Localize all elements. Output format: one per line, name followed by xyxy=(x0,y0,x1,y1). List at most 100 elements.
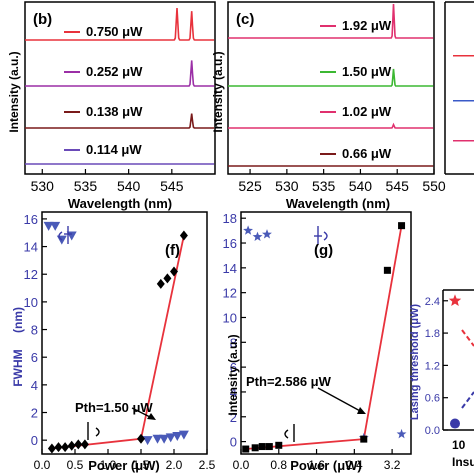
panel-f-xlabel: Power (μW) xyxy=(88,458,160,473)
panel-h-y-ticks: 0.0 0.6 1.2 1.8 2.4 xyxy=(425,296,448,437)
panel-h-red-dash xyxy=(461,329,474,347)
panel-c: (c) 1.92 μW1.50 μW1.02 μW0.66 μW 525 530 5… xyxy=(211,1,446,211)
y-tick-label-2: 2 xyxy=(31,406,38,421)
x-tick-label-530: 530 xyxy=(275,178,299,194)
point-fwhm-2 xyxy=(50,221,61,231)
panel-c-xlabel: Wavelength (nm) xyxy=(286,196,390,211)
panel-c-spectra xyxy=(228,3,434,167)
y-tick-label-4: 4 xyxy=(31,378,38,393)
point-threshold-circle xyxy=(450,418,460,429)
panel-b-xlabel: Wavelength (nm) xyxy=(68,196,172,211)
panel-h-xlabel-partial: Insu xyxy=(452,455,474,469)
panel-f-fit-lines xyxy=(51,235,185,450)
point-intensity-1 xyxy=(47,443,56,454)
y-tick-label-2.4: 2.4 xyxy=(425,296,440,308)
legend-label-3: 0.138 μW xyxy=(86,104,143,119)
panel-d-legend-swatch-2 xyxy=(453,100,474,102)
y-tick-label-0.6: 0.6 xyxy=(425,393,440,405)
panel-f-label: (f) xyxy=(165,242,180,259)
panel-g-label: (g) xyxy=(314,242,333,259)
x-tick-label-530: 530 xyxy=(31,178,55,194)
y-tick-label-12: 12 xyxy=(223,286,237,301)
y-tick-label-12: 12 xyxy=(24,267,38,282)
point-fwhm-5 xyxy=(396,428,407,439)
x-tick-label-0.0: 0.0 xyxy=(233,458,250,472)
point-intensity-5 xyxy=(74,439,83,450)
panel-g-fit-lines xyxy=(245,225,403,450)
panel-g-points xyxy=(242,222,407,453)
x-tick-label-0.8: 0.8 xyxy=(270,458,287,472)
x-tick-label-1.6: 1.6 xyxy=(308,458,325,472)
y-tick-label-8: 8 xyxy=(230,335,237,350)
panel-g-arrow-icon-blue xyxy=(314,226,328,244)
point-fwhm-9 xyxy=(172,432,183,442)
panel-f: (f) 0 2 4 6 8 10 12 14 16 0.0 0.5 1.0 1.5 2.0 2.5 FWH… xyxy=(11,211,216,473)
point-intensity-8 xyxy=(398,222,406,230)
point-intensity-1 xyxy=(242,445,250,453)
panel-d-legend-swatch-3 xyxy=(453,140,474,142)
y-tick-label-10: 10 xyxy=(24,295,38,310)
y-tick-label-0: 0 xyxy=(230,435,237,450)
point-intensity-9 xyxy=(163,273,172,284)
panel-b: (b) 0.750 μW 0.252 μW 0.138 μW 0.114 μW 530… xyxy=(7,1,216,211)
point-fwhm-8 xyxy=(165,433,176,443)
legend-label-2: 0.252 μW xyxy=(86,64,143,79)
x-tick-label-2.4: 2.4 xyxy=(346,458,363,472)
panel-f-ylabel-fwhm: FWHM xyxy=(11,349,25,386)
panel-f-x-ticks: 0.0 0.5 1.0 1.5 2.0 2.5 xyxy=(34,449,216,472)
panel-f-arrow-icon-black xyxy=(87,422,100,440)
panel-d-legend-swatch-1 xyxy=(453,55,474,57)
panel-h-ylabel: Lasing threshold (μW) xyxy=(409,304,421,420)
point-fwhm-5 xyxy=(142,436,153,446)
panel-g-x-ticks: 0.0 0.8 1.6 2.4 3.2 xyxy=(233,449,401,472)
x-tick-label-550: 550 xyxy=(422,178,446,194)
point-fwhm-2 xyxy=(252,231,263,241)
y-tick-label-0.0: 0.0 xyxy=(425,425,440,437)
fit-line-above xyxy=(362,225,403,440)
y-tick-label-6: 6 xyxy=(31,350,38,365)
panel-b-x-ticks: 530 535 540 545 xyxy=(31,169,184,194)
panel-c-ylabel: Intensity (a.u.) xyxy=(211,51,225,132)
x-tick-label-540: 540 xyxy=(117,178,141,194)
y-tick-label-6: 6 xyxy=(230,360,237,375)
panel-h: 0.0 0.6 1.2 1.8 2.4 Lasing threshold (μW) 10… xyxy=(409,289,474,469)
panel-g: (g) 0 2 4 6 8 10 12 14 16 18 0.0 0.8 1.6 2.4 3.2 Inte… xyxy=(223,211,412,473)
spectrum-1 xyxy=(228,3,434,39)
x-tick-label-0.0: 0.0 xyxy=(34,458,51,472)
spectrum-2 xyxy=(228,68,434,87)
x-tick-label-1.5: 1.5 xyxy=(133,458,150,472)
panel-c-frame xyxy=(227,1,435,175)
point-intensity-6 xyxy=(80,439,89,450)
point-intensity-4 xyxy=(265,443,273,451)
fit-line-above xyxy=(140,235,185,439)
panel-g-ylabel: Intensity (a.u.) xyxy=(226,334,240,415)
panel-c-x-ticks: 525 530 535 540 545 550 xyxy=(238,169,446,194)
panel-f-threshold-label: Pth=1.50 μW xyxy=(75,400,153,415)
panel-b-spectra xyxy=(25,7,215,165)
point-intensity-6 xyxy=(360,435,368,443)
legend-label-2: 1.50 μW xyxy=(342,64,392,79)
spectrum-3 xyxy=(228,122,434,129)
point-intensity-10 xyxy=(170,266,178,277)
point-intensity-7 xyxy=(383,266,391,274)
point-intensity-2 xyxy=(54,442,63,453)
legend-label-1: 0.750 μW xyxy=(86,24,143,39)
panel-f-points xyxy=(43,221,189,454)
x-tick-label-2.0: 2.0 xyxy=(166,458,183,472)
y-tick-label-14: 14 xyxy=(223,261,237,276)
x-tick-label-525: 525 xyxy=(238,178,262,194)
point-fwhm-6 xyxy=(152,434,163,444)
panel-b-legend: 0.750 μW 0.252 μW 0.138 μW 0.114 μW xyxy=(64,24,143,157)
panel-f-threshold-arrowhead xyxy=(147,413,156,420)
y-tick-label-14: 14 xyxy=(24,240,38,255)
y-tick-label-16: 16 xyxy=(223,236,237,251)
panel-f-arrow-icon-blue xyxy=(58,226,72,244)
panel-c-label: (c) xyxy=(236,11,254,28)
x-tick-label-0.5: 0.5 xyxy=(67,458,84,472)
x-tick-label-540: 540 xyxy=(349,178,373,194)
panel-d-partial xyxy=(444,1,474,175)
y-tick-label-1.2: 1.2 xyxy=(425,360,440,372)
panel-f-frame xyxy=(41,211,208,455)
x-tick-label-535: 535 xyxy=(312,178,336,194)
